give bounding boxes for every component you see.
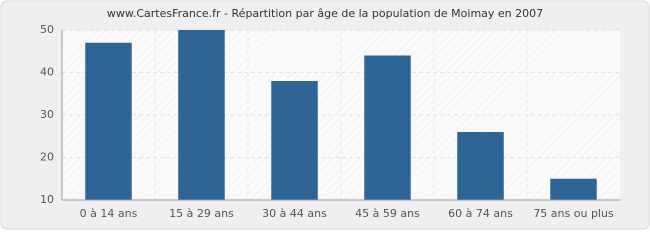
x-tick-label: 75 ans ou plus [533, 207, 614, 220]
bar [178, 30, 225, 200]
x-tick-label: 0 à 14 ans [80, 207, 138, 220]
x-tick-label: 30 à 44 ans [262, 207, 327, 220]
x-tick-label: 15 à 29 ans [169, 207, 234, 220]
y-tick-label: 20 [40, 151, 54, 164]
bar [550, 178, 597, 200]
x-tick-label: 60 à 74 ans [448, 207, 513, 220]
chart: www.CartesFrance.fr - Répartition par âg… [0, 0, 650, 230]
bar [457, 132, 504, 200]
y-tick-label: 50 [40, 23, 54, 36]
x-tick-label: 45 à 59 ans [355, 207, 420, 220]
y-tick-label: 30 [40, 108, 54, 121]
y-tick-label: 40 [40, 66, 54, 79]
bar [271, 81, 318, 200]
chart-title: www.CartesFrance.fr - Répartition par âg… [107, 7, 543, 20]
bar [85, 42, 132, 200]
y-tick-label: 10 [40, 193, 54, 206]
bar [364, 55, 411, 200]
